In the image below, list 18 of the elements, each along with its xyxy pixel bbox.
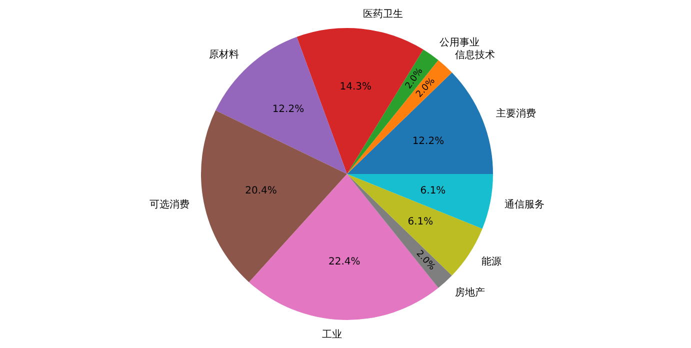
data-label: 6.1% (408, 216, 434, 228)
slice-label: 主要消费 (496, 108, 536, 120)
slice-label: 信息技术 (455, 49, 496, 62)
data-label: 12.2% (272, 104, 304, 115)
slice-label: 原材料 (209, 48, 240, 61)
slice-label: 工业 (322, 328, 342, 340)
data-label: 14.3% (340, 82, 372, 93)
data-label: 20.4% (245, 185, 277, 196)
data-label: 22.4% (328, 256, 360, 268)
slice-label: 医药卫生 (362, 8, 403, 20)
pie-slice (347, 174, 493, 229)
slice-label: 公用事业 (439, 36, 480, 48)
slice-label: 通信服务 (504, 198, 545, 210)
data-label: 6.1% (420, 185, 446, 196)
slice-label: 房地产 (455, 286, 486, 298)
data-label: 12.2% (412, 136, 444, 147)
slice-label: 可选消费 (149, 198, 190, 210)
slice-label: 能源 (482, 255, 502, 268)
